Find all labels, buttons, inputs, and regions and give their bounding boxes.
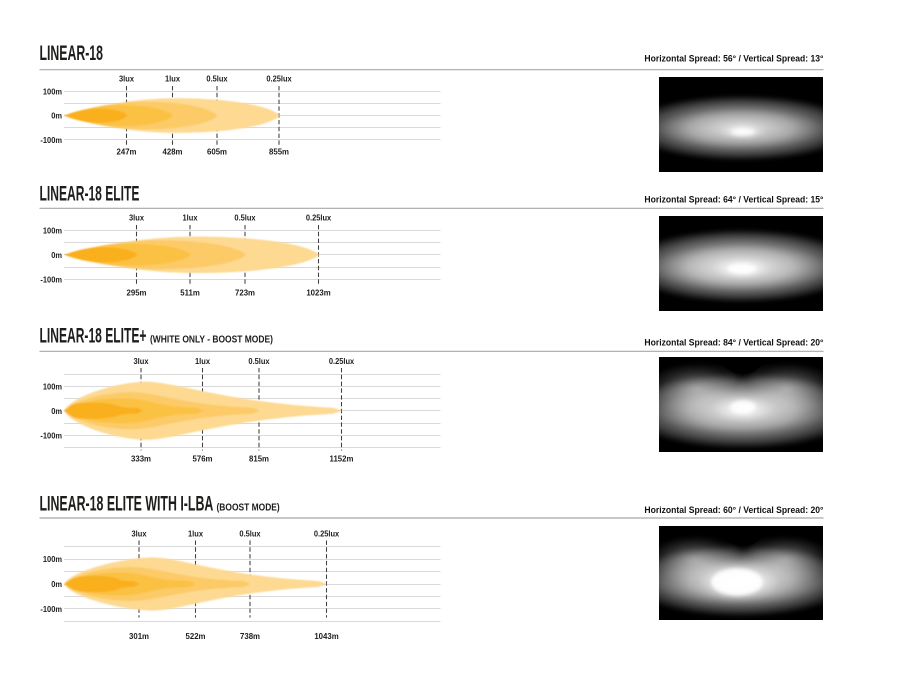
svg-text:0.5lux: 0.5lux <box>234 213 256 223</box>
svg-text:738m: 738m <box>240 631 260 640</box>
svg-text:0m: 0m <box>51 580 62 590</box>
svg-text:-100m: -100m <box>40 604 62 614</box>
svg-text:815m: 815m <box>249 454 269 463</box>
svg-text:0.5lux: 0.5lux <box>239 529 261 539</box>
svg-text:1023m: 1023m <box>306 288 330 297</box>
svg-text:1152m: 1152m <box>330 454 354 463</box>
svg-text:0m: 0m <box>51 111 62 121</box>
svg-text:0m: 0m <box>51 250 62 260</box>
svg-text:576m: 576m <box>192 454 212 463</box>
svg-text:0.25lux: 0.25lux <box>329 356 355 366</box>
svg-text:0.25lux: 0.25lux <box>266 74 292 84</box>
svg-text:100m: 100m <box>43 382 62 392</box>
svg-text:Horizontal Spread: 56° / Ver: Horizontal Spread: 56° / Vertical Spread… <box>644 53 823 63</box>
svg-text:723m: 723m <box>235 288 255 297</box>
svg-text:1lux: 1lux <box>195 356 210 366</box>
svg-text:1lux: 1lux <box>183 213 198 223</box>
svg-text:100m: 100m <box>43 226 62 236</box>
svg-text:333m: 333m <box>131 454 151 463</box>
svg-text:-100m: -100m <box>40 275 62 285</box>
svg-text:Horizontal Spread: 84° / Ver: Horizontal Spread: 84° / Vertical Spread… <box>644 337 823 347</box>
svg-text:295m: 295m <box>126 288 146 297</box>
svg-text:0.25lux: 0.25lux <box>306 213 332 223</box>
svg-text:100m: 100m <box>43 87 62 97</box>
svg-text:3lux: 3lux <box>134 356 149 366</box>
svg-text:Horizontal Spread: 60° / Ver: Horizontal Spread: 60° / Vertical Spread… <box>644 504 823 514</box>
svg-text:855m: 855m <box>269 147 289 156</box>
svg-text:3lux: 3lux <box>119 74 134 84</box>
svg-text:3lux: 3lux <box>129 213 144 223</box>
svg-text:605m: 605m <box>207 147 227 156</box>
svg-text:LINEAR-18 ELITE+: LINEAR-18 ELITE+ <box>40 323 147 348</box>
svg-text:LINEAR-18 ELITE: LINEAR-18 ELITE <box>40 181 140 206</box>
svg-text:1lux: 1lux <box>165 74 180 84</box>
svg-text:3lux: 3lux <box>132 529 147 539</box>
svg-text:LINEAR-18: LINEAR-18 <box>40 40 104 64</box>
svg-text:522m: 522m <box>185 631 205 640</box>
svg-text:428m: 428m <box>162 147 182 156</box>
svg-text:0.25lux: 0.25lux <box>314 529 340 539</box>
svg-text:1043m: 1043m <box>314 631 338 640</box>
svg-text:1lux: 1lux <box>188 529 203 539</box>
svg-text:(BOOST MODE): (BOOST MODE) <box>217 502 280 514</box>
svg-text:0.5lux: 0.5lux <box>248 356 270 366</box>
svg-text:0m: 0m <box>51 406 62 416</box>
svg-text:(WHITE ONLY - BOOST MODE): (WHITE ONLY - BOOST MODE) <box>150 334 273 346</box>
svg-text:-100m: -100m <box>40 135 62 145</box>
svg-text:247m: 247m <box>116 147 136 156</box>
svg-text:Horizontal Spread: 64° / Ver: Horizontal Spread: 64° / Vertical Spread… <box>644 194 823 204</box>
svg-text:100m: 100m <box>43 555 62 565</box>
svg-text:301m: 301m <box>129 631 149 640</box>
svg-text:LINEAR-18 ELITE WITH I-LBA: LINEAR-18 ELITE WITH I-LBA <box>40 491 214 515</box>
svg-text:-100m: -100m <box>40 431 62 441</box>
svg-text:0.5lux: 0.5lux <box>206 74 228 84</box>
svg-text:511m: 511m <box>180 288 200 297</box>
